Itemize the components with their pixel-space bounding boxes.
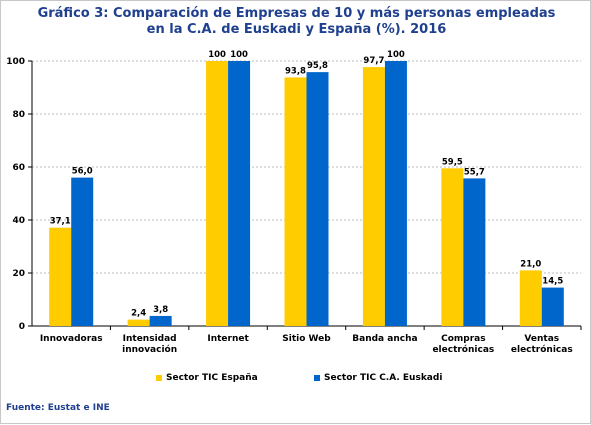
category-label: Banda ancha xyxy=(352,334,417,344)
data-label: 21,0 xyxy=(520,259,541,269)
bar-euskadi xyxy=(306,72,329,326)
y-tick-label: 20 xyxy=(12,269,25,279)
data-label: 100 xyxy=(208,50,226,60)
data-label: 97,7 xyxy=(363,56,384,66)
data-label: 100 xyxy=(230,50,248,60)
chart-title-line-2: en la C.A. de Euskadi y España (%). 2016 xyxy=(146,22,447,37)
category-label: electrónicas xyxy=(511,344,573,355)
bar-espana xyxy=(127,319,150,326)
bar-espana xyxy=(284,77,307,327)
data-label: 59,5 xyxy=(442,157,463,167)
data-label: 37,1 xyxy=(50,217,71,227)
bar-espana xyxy=(441,168,464,326)
bar-espana xyxy=(206,61,229,326)
chart-title-line-1: Gráfico 3: Comparación de Empresas de 10… xyxy=(37,6,556,21)
data-label: 100 xyxy=(387,50,405,60)
data-label: 93,8 xyxy=(285,66,306,76)
data-label: 55,7 xyxy=(464,167,485,177)
bar-euskadi xyxy=(384,61,407,326)
data-label: 95,8 xyxy=(307,61,328,71)
legend-item-espana: Sector TIC España xyxy=(156,373,258,383)
y-tick-label: 60 xyxy=(12,163,25,173)
legend-item-euskadi: Sector TIC C.A. Euskadi xyxy=(314,373,442,383)
category-label: Sitio Web xyxy=(282,334,331,344)
y-tick-label: 40 xyxy=(12,216,25,226)
category-label: electrónicas xyxy=(432,344,494,355)
y-tick-label: 100 xyxy=(6,57,25,67)
bar-euskadi xyxy=(541,287,564,326)
bar-espana xyxy=(519,270,542,326)
category-label: Innovadoras xyxy=(40,334,103,344)
bar-espana xyxy=(362,67,385,326)
source-note: Fuente: Eustat e INE xyxy=(6,403,110,413)
data-label: 14,5 xyxy=(542,277,563,287)
legend-label-espana: Sector TIC España xyxy=(166,373,258,383)
bar-euskadi xyxy=(71,177,94,326)
category-label: Intensidad xyxy=(123,334,177,344)
category-label: Internet xyxy=(207,334,249,344)
y-tick-label: 0 xyxy=(19,322,25,332)
category-label: innovación xyxy=(122,344,177,355)
bar-euskadi xyxy=(463,178,486,326)
data-label: 2,4 xyxy=(131,309,146,319)
data-label: 56,0 xyxy=(72,167,93,177)
category-label: Ventas xyxy=(524,334,559,344)
bar-euskadi xyxy=(149,315,172,326)
y-tick-label: 80 xyxy=(12,110,25,120)
category-label: Compras xyxy=(441,334,485,344)
bar-espana xyxy=(49,227,72,326)
bar-euskadi xyxy=(228,61,251,326)
data-label: 3,8 xyxy=(153,305,168,315)
legend-label-euskadi: Sector TIC C.A. Euskadi xyxy=(324,373,443,383)
legend-swatch-espana xyxy=(156,374,162,381)
legend-swatch-euskadi xyxy=(314,374,320,381)
